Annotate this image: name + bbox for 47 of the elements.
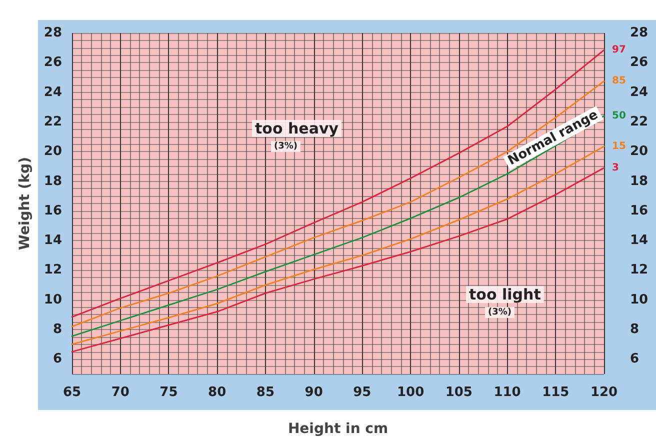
- y-tick-label: 20: [44, 144, 62, 160]
- y2-tick-label: 26: [630, 55, 648, 70]
- y2-tick-label: 28: [630, 26, 648, 40]
- x-tick-label: 95: [353, 385, 372, 400]
- y-tick-label: 24: [44, 84, 62, 100]
- y-tick-label: 28: [44, 26, 62, 40]
- y-tick-label: 10: [44, 292, 62, 308]
- series-label: 85: [612, 76, 626, 87]
- series-label: 15: [612, 140, 626, 152]
- y-tick-label: 14: [44, 233, 62, 248]
- series-label: 50: [612, 110, 626, 122]
- annotation: (3%): [488, 308, 512, 318]
- x-tick-label: 65: [62, 385, 82, 400]
- x-tick-label: 105: [445, 385, 472, 400]
- y-tick-label: 8: [52, 322, 62, 338]
- y2-tick-label: 22: [630, 114, 648, 130]
- annotation: too light: [469, 286, 541, 304]
- x-axis-title: Height in cm: [288, 421, 388, 437]
- x-tick-label: 115: [542, 385, 570, 400]
- y2-tick-label: 24: [630, 84, 648, 100]
- y2-tick-label: 8: [630, 322, 640, 338]
- y-tick-label: 22: [44, 114, 62, 130]
- y2-tick-label: 6: [630, 352, 640, 367]
- annotation: too heavy: [255, 120, 339, 138]
- x-tick-label: 90: [304, 385, 323, 400]
- annotation: (3%): [274, 142, 298, 152]
- y2-tick-label: 14: [630, 233, 648, 248]
- x-tick-label: 100: [396, 385, 424, 400]
- y2-tick-label: 18: [630, 174, 648, 189]
- x-tick-label: 85: [256, 385, 274, 400]
- y2-tick-label: 10: [630, 292, 648, 308]
- x-tick-label: 80: [208, 385, 226, 400]
- y2-tick-label: 16: [630, 203, 648, 218]
- y-tick-label: 18: [44, 174, 62, 189]
- x-tick-label: 70: [111, 385, 130, 400]
- y-tick-label: 26: [44, 55, 62, 70]
- y-tick-label: 16: [44, 203, 62, 218]
- x-tick-label: 75: [160, 385, 178, 400]
- y-tick-label: 6: [52, 352, 62, 367]
- x-tick-label: 120: [590, 385, 618, 400]
- series-label: 97: [612, 44, 626, 56]
- x-tick-label: 110: [494, 385, 521, 400]
- series-label: 3: [612, 162, 619, 174]
- y-axis-title: Weight (kg): [17, 157, 33, 250]
- y-tick-label: 12: [44, 262, 62, 278]
- y2-tick-label: 20: [630, 144, 648, 160]
- y2-tick-label: 12: [630, 262, 648, 278]
